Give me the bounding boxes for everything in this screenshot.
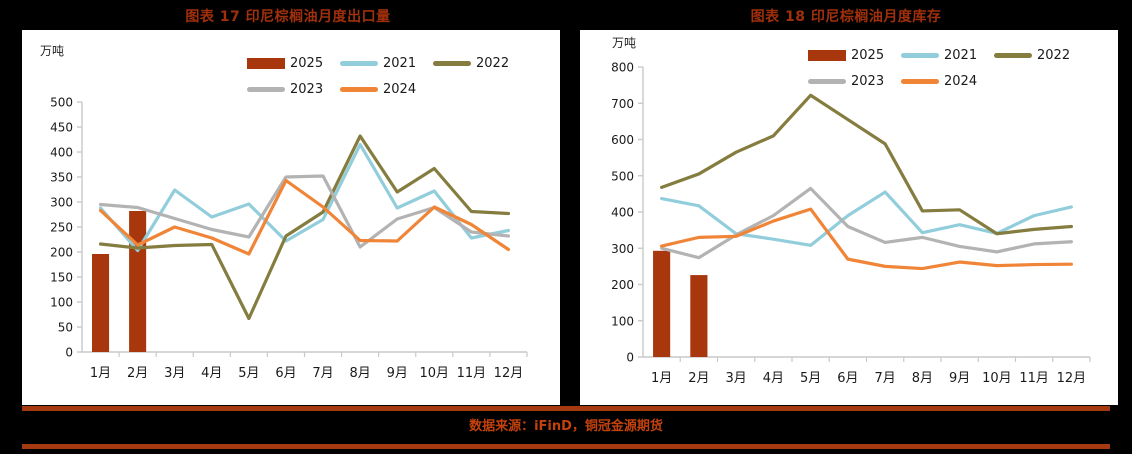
- x-tick-label: 9月: [949, 371, 970, 386]
- series-line-2021: [660, 190, 1073, 247]
- y-tick-label: 400: [50, 146, 73, 160]
- legend-label-2025: 2025: [290, 55, 324, 71]
- legend-swatch-2025-icon: [247, 57, 285, 69]
- series-line-2024: [660, 207, 1073, 271]
- legend-swatch-2024-icon: [901, 78, 939, 84]
- bar-2025-1月: [92, 254, 110, 352]
- x-tick-label: 3月: [164, 366, 185, 381]
- legend-label-2021: 2021: [383, 55, 417, 71]
- legend-item-2024-export[interactable]: 2024: [340, 76, 433, 102]
- legend-label-2021: 2021: [944, 47, 978, 63]
- legend-item-2022-export[interactable]: 2022: [433, 50, 526, 76]
- legend-label-2022: 2022: [476, 55, 510, 71]
- legend-item-2025-stock[interactable]: 2025: [808, 42, 901, 68]
- x-tick-label: 9月: [387, 366, 408, 381]
- bar-2025-2月: [129, 211, 147, 352]
- y-tick-label: 300: [611, 242, 634, 256]
- y-tick-label: 250: [50, 221, 73, 235]
- y-tick-label: 100: [50, 296, 73, 310]
- legend-swatch-2021-icon: [901, 52, 939, 58]
- y-tick-label: 300: [50, 196, 73, 210]
- x-tick-label: 5月: [238, 366, 259, 381]
- x-tick-label: 4月: [201, 366, 222, 381]
- x-tick-label: 10月: [420, 366, 450, 381]
- y-tick-label: 200: [611, 278, 634, 292]
- x-tick-label: 3月: [725, 371, 746, 386]
- x-tick-label: 12月: [494, 366, 524, 381]
- x-tick-label: 10月: [982, 371, 1012, 386]
- x-tick-label: 8月: [349, 366, 370, 381]
- legend-item-2021-export[interactable]: 2021: [340, 50, 433, 76]
- y-axis-unit-label-stock: 万吨: [612, 36, 637, 50]
- y-tick-label: 600: [611, 133, 634, 147]
- chart-plot-export: 0 50 100 150 200 250 300 350 400 450 500 1月 2月 3月 4月 5月…: [50, 96, 528, 381]
- legend-item-2023-export[interactable]: 2023: [247, 76, 340, 102]
- legend-item-2021-stock[interactable]: 2021: [901, 42, 994, 68]
- legend-swatch-2022-icon: [433, 60, 471, 66]
- y-tick-label: 700: [611, 97, 634, 111]
- bar-2025-2月: [690, 275, 708, 357]
- chart-legend-stock: 2025 2021 2022 2023 2024: [808, 42, 1088, 94]
- figure-title-export: 图表 17 印尼棕榈油月度出口量: [185, 9, 391, 25]
- y-tick-label: 500: [611, 169, 634, 183]
- chart-panel-stock: 万吨 2025 2021 2022 2023 2024 0 100 200 300 400 500…: [580, 30, 1118, 405]
- y-axis-unit-label-export: 万吨: [40, 44, 65, 58]
- x-tick-label: 2月: [127, 366, 148, 381]
- y-tick-label: 200: [50, 246, 73, 260]
- y-tick-label: 100: [611, 314, 634, 328]
- legend-item-2025-export[interactable]: 2025: [247, 50, 340, 76]
- footer-rule-top: [22, 406, 1110, 411]
- x-tick-label: 12月: [1057, 371, 1087, 386]
- x-tick-label: 11月: [1019, 371, 1049, 386]
- legend-swatch-2023-icon: [808, 78, 846, 84]
- series-line-2023: [660, 186, 1073, 260]
- series-line-2024: [98, 178, 511, 256]
- x-tick-label: 5月: [800, 371, 821, 386]
- y-tick-label: 350: [50, 171, 73, 185]
- y-tick-label: 150: [50, 271, 73, 285]
- legend-label-2023: 2023: [851, 73, 885, 89]
- legend-swatch-2024-icon: [340, 86, 378, 92]
- legend-label-2024: 2024: [944, 73, 978, 89]
- x-tick-label: 11月: [457, 366, 487, 381]
- y-tick-label: 500: [50, 96, 73, 110]
- chart-plot-stock: 0 100 200 300 400 500 600 700 800 1月 2月 3月 4月 5月 6月 7月 8…: [611, 61, 1091, 386]
- legend-label-2024: 2024: [383, 81, 417, 97]
- legend-swatch-2025-icon: [808, 49, 846, 61]
- x-tick-label: 7月: [312, 366, 333, 381]
- legend-label-2025: 2025: [851, 47, 885, 63]
- legend-item-2023-stock[interactable]: 2023: [808, 68, 901, 94]
- y-tick-label: 0: [65, 346, 73, 360]
- x-tick-label: 6月: [837, 371, 858, 386]
- y-tick-label: 0: [626, 351, 634, 365]
- x-tick-label: 8月: [912, 371, 933, 386]
- x-tick-label: 4月: [763, 371, 784, 386]
- legend-swatch-2023-icon: [247, 86, 285, 92]
- series-line-2022: [660, 93, 1073, 236]
- y-tick-label: 50: [58, 321, 73, 335]
- chart-panel-export: 万吨 2025 2021 2022 2023 2024 0 50 100 150 200 250 3…: [22, 30, 560, 405]
- y-tick-label: 800: [611, 61, 634, 75]
- legend-item-2024-stock[interactable]: 2024: [901, 68, 994, 94]
- series-line-2022: [98, 134, 511, 321]
- legend-label-2022: 2022: [1037, 47, 1071, 63]
- legend-swatch-2022-icon: [994, 52, 1032, 58]
- footer-rule-bottom: [22, 444, 1110, 449]
- x-tick-label: 6月: [275, 366, 296, 381]
- y-tick-label: 450: [50, 121, 73, 135]
- x-tick-label: 7月: [874, 371, 895, 386]
- bar-2025-1月: [653, 250, 671, 357]
- source-note: 数据来源：iFinD，铜冠金源期货: [469, 419, 663, 434]
- legend-label-2023: 2023: [290, 81, 324, 97]
- legend-item-2022-stock[interactable]: 2022: [994, 42, 1087, 68]
- x-tick-label: 1月: [651, 371, 672, 386]
- legend-swatch-2021-icon: [340, 60, 378, 66]
- series-line-2021: [98, 142, 511, 253]
- x-tick-label: 1月: [90, 366, 111, 381]
- figure-title-stock: 图表 18 印尼棕榈油月度库存: [750, 9, 942, 25]
- x-tick-label: 2月: [688, 371, 709, 386]
- chart-legend-export: 2025 2021 2022 2023 2024: [247, 50, 527, 102]
- y-tick-label: 400: [611, 206, 634, 220]
